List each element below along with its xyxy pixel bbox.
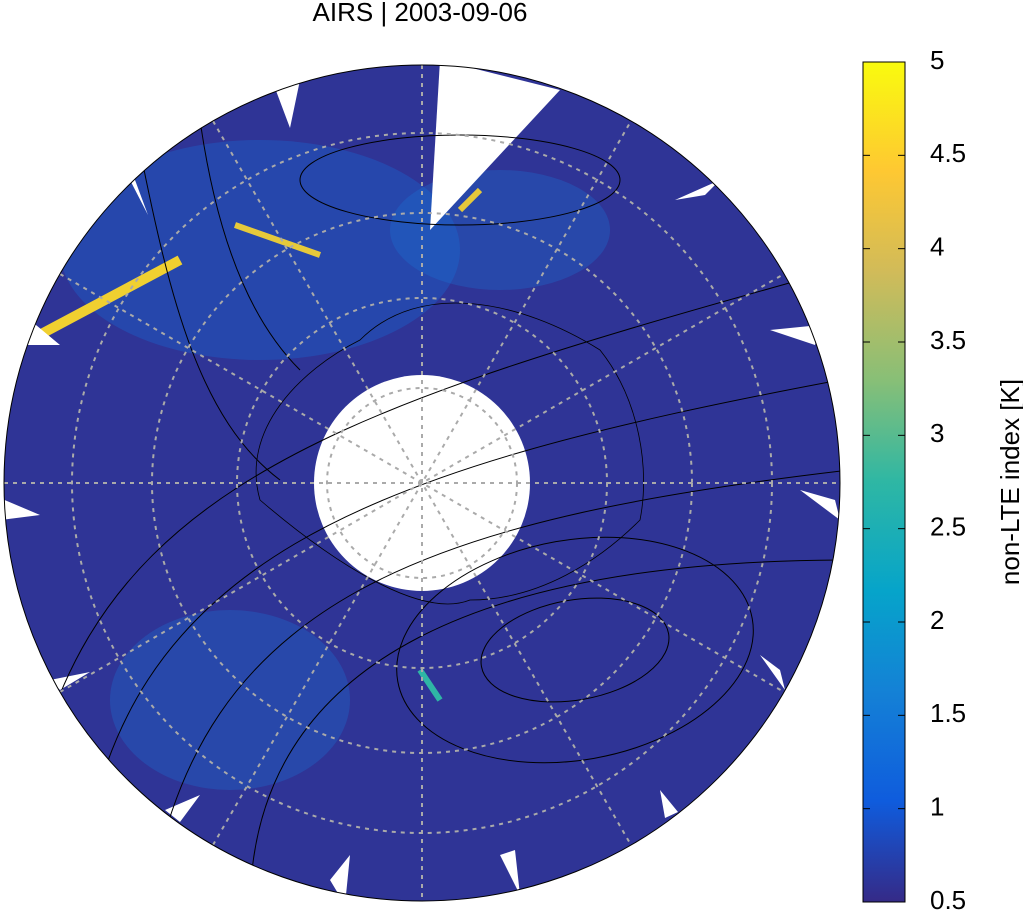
colorbar-tick-label: 1.5 [930, 698, 966, 728]
wave-streak [417, 668, 443, 702]
colorbar-tick-label: 3 [930, 418, 944, 448]
colorbar-label: non-LTE index [K] [995, 379, 1023, 585]
colorbar [862, 61, 906, 903]
colorbar-tick-label: 4 [930, 232, 944, 262]
wave-streak [457, 187, 483, 213]
colorbar-tick-label: 4.5 [930, 138, 966, 168]
map-border [3, 64, 841, 902]
wave-streak [27, 255, 183, 345]
wave-streak [234, 222, 321, 258]
colorbar-tick-label: 5 [930, 45, 944, 75]
data-gap [430, 65, 560, 230]
title: AIRS | 2003-09-06 [313, 0, 528, 27]
colorbar-tick-label: 2 [930, 605, 944, 635]
colorbar-tick-label: 1 [930, 792, 944, 822]
colorbar-tick-label: 0.5 [930, 885, 966, 912]
colorbar-tick-label: 2.5 [930, 512, 966, 542]
wave-region [60, 140, 460, 360]
colorbar-tick-label: 3.5 [930, 325, 966, 355]
coastline [255, 302, 644, 605]
map-disk [4, 65, 840, 901]
graticule [4, 65, 840, 901]
